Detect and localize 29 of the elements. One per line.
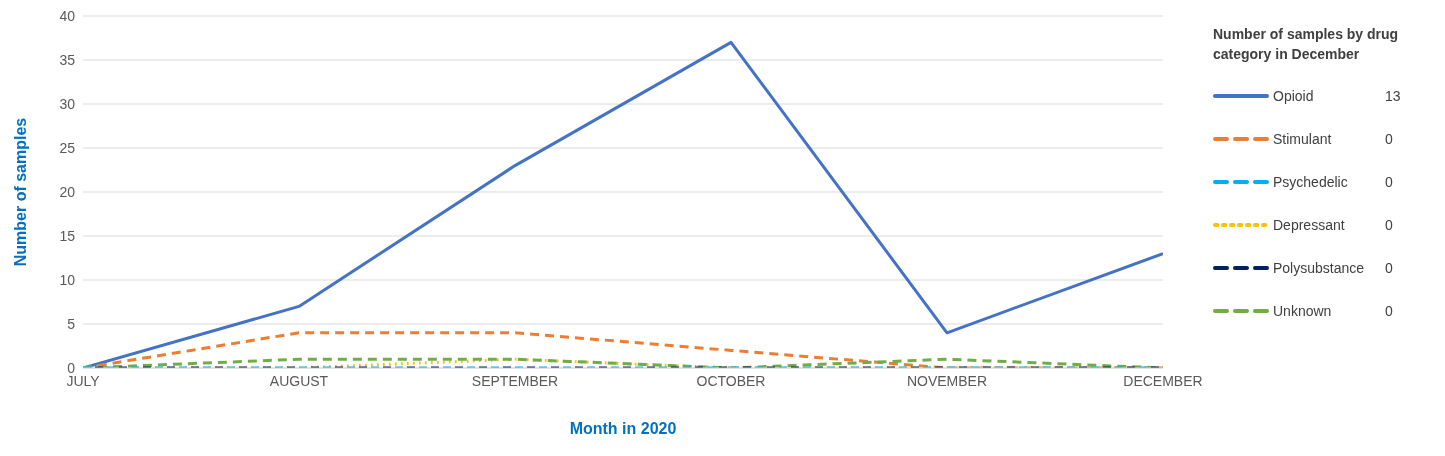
text: 0 <box>1385 216 1393 233</box>
legend-label: Opioid <box>1273 87 1315 104</box>
legend-label: Depressant <box>1273 216 1346 233</box>
x-tick-label: SEPTEMBER <box>471 372 559 389</box>
y-tick-label: 30 <box>59 95 76 112</box>
line-series <box>83 40 1163 368</box>
text: 13 <box>1385 87 1401 104</box>
y-tick-label: 20 <box>59 183 76 200</box>
x-tick-label: DECEMBER <box>1123 372 1203 389</box>
legend-label: Psychedelic <box>1273 173 1349 190</box>
text: 0 <box>1385 259 1393 276</box>
y-tick-label: 15 <box>59 227 76 244</box>
y-tick-label: 10 <box>59 271 76 288</box>
text: 0 <box>1385 173 1393 190</box>
y-tick-label: 25 <box>59 139 76 156</box>
y-tick-label: 5 <box>67 315 76 332</box>
legend-label: Stimulant <box>1273 130 1333 147</box>
legend-title: Number of samples by drug category in December <box>1213 25 1400 64</box>
y-tick-label: 35 <box>59 51 76 68</box>
y-axis-title: Number of samples <box>11 117 29 267</box>
text: 0 <box>1385 130 1393 147</box>
x-tick-label: NOVEMBER <box>906 372 988 389</box>
legend-label: Unknown <box>1273 302 1333 319</box>
y-tick-label: 40 <box>59 7 76 24</box>
x-tick-label: OCTOBER <box>696 372 766 389</box>
x-axis-title: Month in 2020 <box>569 420 677 437</box>
x-tick-label: AUGUST <box>269 372 329 389</box>
legend-label: Polysubstance <box>1273 259 1366 276</box>
text: 0 <box>1385 302 1393 319</box>
